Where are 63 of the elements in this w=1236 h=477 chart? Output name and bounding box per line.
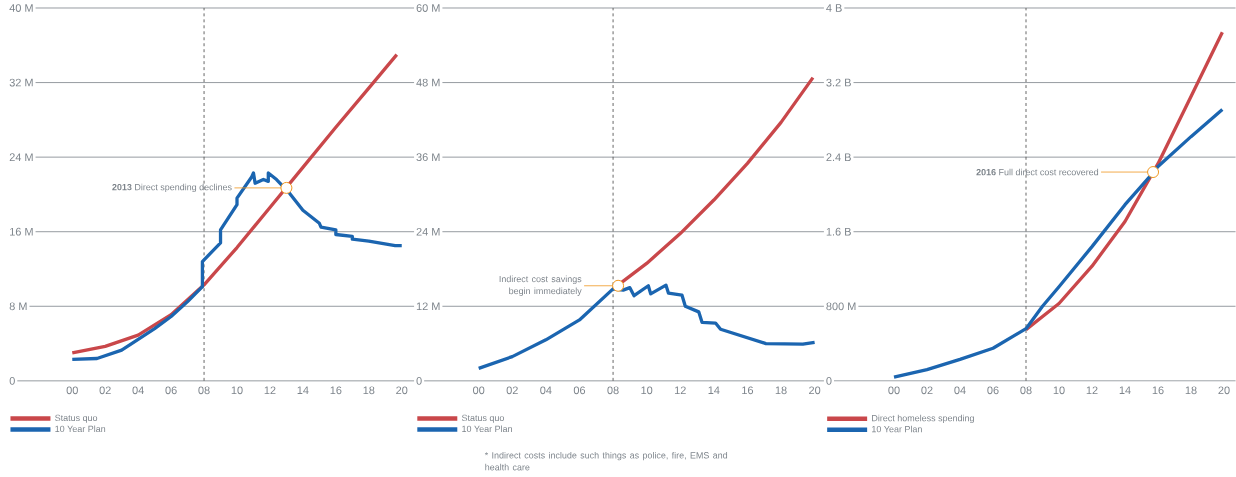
x-tick-label: 06 [573, 386, 586, 395]
y-tick-label: 0 [9, 377, 15, 385]
x-tick-label: 00 [66, 386, 78, 395]
x-tick-label: 04 [540, 386, 552, 395]
legend-label: 10 Year Plan [872, 425, 922, 433]
legend-label: Direct homeless spending [872, 414, 974, 424]
x-tick-label: 16 [742, 386, 754, 395]
x-tick-label: 00 [473, 386, 485, 395]
y-tick-label: 2.4 B [826, 153, 851, 162]
x-tick-label: 04 [132, 386, 144, 395]
line-series [70, 171, 404, 362]
x-tick-label: 08 [607, 386, 619, 395]
y-tick-label: 40 M [9, 4, 33, 12]
x-tick-label: 18 [775, 386, 787, 395]
y-tick-label: 4 B [826, 4, 842, 12]
legend-label: 10 Year Plan [55, 425, 106, 433]
x-tick-label: 08 [198, 386, 210, 395]
y-tick-label: 12 M [416, 302, 440, 311]
y-tick-label: 60 M [416, 4, 440, 12]
annotation: 2013 Direct spending declines [112, 183, 232, 193]
x-tick-label: 02 [506, 386, 518, 395]
y-tick-label: 0 [416, 377, 422, 385]
x-tick-label: 12 [674, 386, 686, 395]
y-tick-label: 3.2 B [826, 78, 851, 87]
y-tick-label: 800 M [826, 302, 856, 311]
y-tick-label: 0 [826, 377, 832, 385]
x-tick-label: 06 [165, 386, 177, 395]
annotation: 2016 Full direct cost recovered [976, 168, 1099, 176]
x-tick-label: 18 [1185, 386, 1197, 395]
y-tick-label: 1.6 B [826, 227, 851, 236]
line-series [892, 108, 1224, 379]
x-tick-label: 20 [1218, 386, 1230, 395]
x-tick-label: 04 [954, 386, 966, 395]
y-tick-label: 24 M [9, 153, 33, 162]
x-tick-label: 14 [1119, 386, 1131, 394]
x-tick-label: 16 [330, 386, 342, 395]
x-tick-label: 12 [1086, 386, 1098, 395]
x-tick-label: 00 [888, 386, 900, 395]
x-tick-label: 18 [363, 386, 375, 395]
x-tick-label: 14 [297, 386, 309, 394]
y-tick-label: 24 M [416, 227, 440, 236]
x-tick-label: 10 [1053, 386, 1065, 395]
x-tick-label: 20 [396, 386, 408, 395]
x-tick-label: 16 [1152, 386, 1164, 395]
y-tick-label: 48 M [416, 78, 440, 87]
x-tick-label: 08 [1020, 386, 1032, 395]
annotation: Indirect cost savings begin immediately [499, 275, 582, 297]
x-tick-label: 02 [921, 386, 933, 395]
y-tick-label: 36 M [416, 153, 440, 162]
x-tick-label: 02 [99, 386, 111, 395]
x-tick-label: 10 [641, 386, 653, 395]
y-tick-label: 32 M [9, 78, 33, 87]
x-tick-label: 20 [809, 386, 821, 395]
text: * Indirect costs include such things as police, fire, EMS and health care [484, 451, 728, 471]
x-tick-label: 14 [708, 386, 720, 394]
legend-label: Status quo [55, 414, 98, 423]
y-tick-label: 8 M [9, 302, 27, 311]
legend-label: Status quo [461, 414, 504, 423]
legend-label: 10 Year Plan [462, 425, 512, 433]
y-tick-label: 16 M [10, 227, 33, 236]
x-tick-label: 10 [231, 386, 243, 395]
x-tick-label: 06 [987, 386, 999, 395]
x-tick-label: 12 [264, 386, 276, 395]
